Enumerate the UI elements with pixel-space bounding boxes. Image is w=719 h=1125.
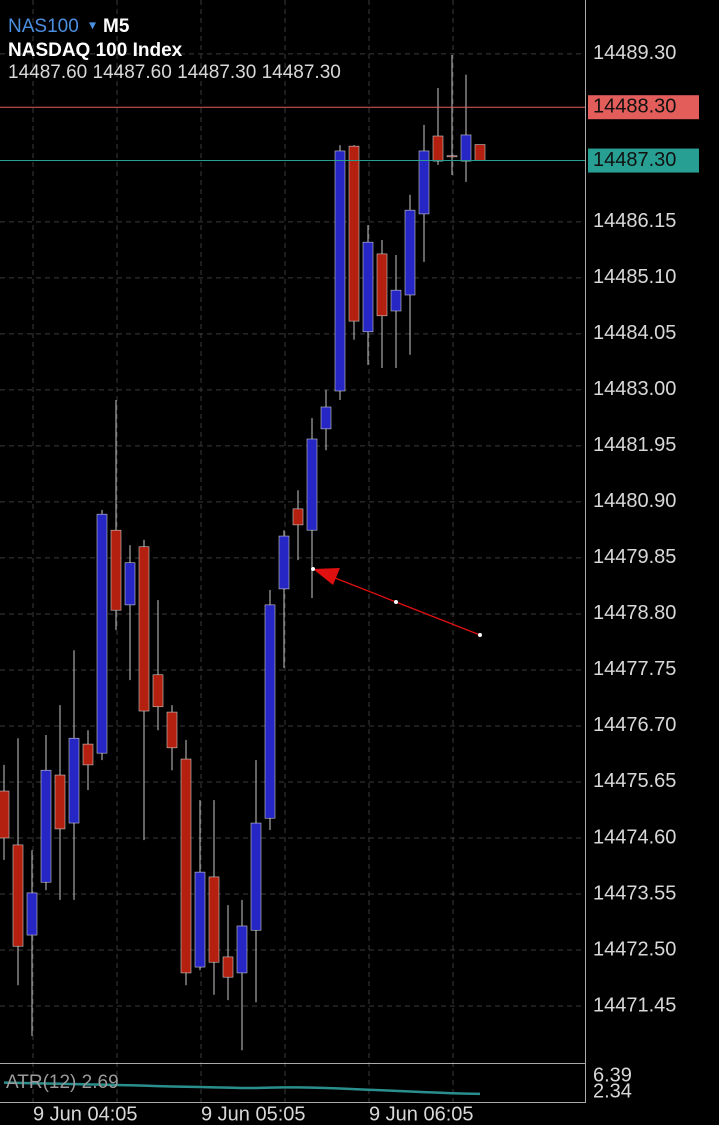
y-tick-label: 14484.05 [593,322,676,344]
candle-body [138,546,150,712]
price-label: 14487.30 [593,149,676,171]
candle-body [0,790,10,839]
x-tick-label: 9 Jun 04:05 [33,1103,138,1125]
indicator-title: ATR(12) 2.69 [6,1072,119,1093]
candle-body [432,135,444,162]
y-tick-label: 14480.90 [593,490,676,512]
ohlc-value: 14487.30 [262,62,341,83]
candle-body [12,844,24,947]
arrow-handle [478,633,482,637]
candle-body [152,674,164,708]
price-label: 14488.30 [593,95,676,117]
candle-body [348,145,360,322]
ohlc-value: 14487.60 [8,62,87,83]
candle-body [194,871,206,968]
y-tick-label: 14474.60 [593,826,676,848]
candle-body [404,209,416,296]
arrow-handle [311,567,315,571]
candle-body [40,769,52,883]
marks [0,54,586,1096]
candle-body [222,956,234,978]
y-tick-label: 14476.70 [593,714,676,736]
price-label-box [588,148,699,173]
candle-body [166,711,178,749]
instrument-name: NASDAQ 100 Index [8,40,183,61]
x-tick-label: 9 Jun 05:05 [201,1103,306,1125]
candle-body [250,822,262,931]
y-tick-label: 14479.85 [593,546,676,568]
y-tick-label: 14477.75 [593,658,676,680]
candle-body [390,289,402,312]
y-tick-label: 14486.15 [593,210,676,232]
symbol[interactable]: NAS100 [8,16,79,37]
candle-body [26,892,38,936]
symbol-dropdown[interactable]: ▾ [89,17,96,33]
y-tick-label: 14483.00 [593,378,676,400]
candle-body [124,562,136,606]
y-tick-label: 14472.50 [593,938,676,960]
price-label-box [588,95,699,120]
y-tick-label: 14489.30 [593,42,676,64]
candle-body [446,155,458,158]
candle-body [68,737,80,824]
y-tick-label: 14481.95 [593,434,676,456]
candle-body [418,150,430,215]
candle-body [460,134,472,162]
candle-body [362,241,374,333]
candle-body [306,438,318,531]
y-tick-label: 14485.10 [593,266,676,288]
candle-body [180,758,192,974]
y-tick-label: 14478.80 [593,602,676,624]
candle-body [376,253,388,317]
y-tick-label: 14475.65 [593,770,676,792]
candle-body [278,535,290,590]
y-tick-label: 2.34 [593,1080,632,1102]
candle-body [54,774,66,830]
candle-body [82,743,94,766]
ohlc-value: 14487.30 [177,62,256,83]
x-tick-label: 9 Jun 06:05 [369,1103,474,1125]
y-tick-label: 14473.55 [593,882,676,904]
candle-body [334,150,346,392]
candle-body [264,604,276,819]
y-tick-label: 14471.45 [593,994,676,1016]
timeframe[interactable]: M5 [103,16,130,37]
candle-body [110,529,122,611]
candle-body [96,513,108,754]
ohlc-readout: 14487.60 14487.60 14487.30 14487.30 [8,62,341,83]
indicator-line [3,1081,481,1096]
candle-body [208,876,220,963]
candle-body [292,508,304,526]
ohlc-value: 14487.60 [93,62,172,83]
candle-body [236,925,248,974]
candle-body [320,406,332,430]
y-tick-label: 6.39 [593,1064,632,1086]
arrow-head [313,568,340,585]
candle-body [474,144,486,161]
arrow-annotation [311,567,482,637]
arrow-handle [394,600,398,604]
